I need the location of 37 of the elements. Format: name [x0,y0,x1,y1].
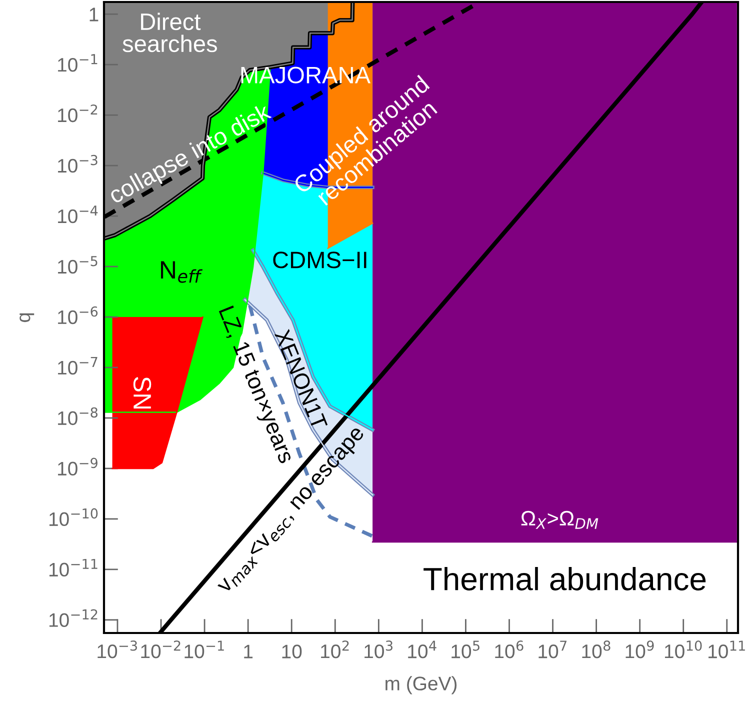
x-axis-title: m (GeV) [386,676,457,694]
x-tick-label: 1 [244,644,253,658]
annotation: N$_{eff}$ [161,261,203,283]
y-tick-label: 10$^{−10}$ [49,508,98,526]
annotation: Ω$_{X}$>Ω$_{DM}$ [521,510,598,529]
y-tick-label: 10$^{−11}$ [49,558,98,577]
y-axis-title: q [20,313,34,322]
y-tick-label: 10$^{−7}$ [58,357,98,375]
annotation: MAJORANA [241,66,371,84]
annotation: SN [133,376,152,409]
x-tick-label: 10 [282,644,302,658]
annotation: Thermal abundance [424,567,706,590]
y-tick-label: 10$^{−3}$ [58,154,98,173]
x-tick-label: 10$^{10}$ [665,640,702,658]
x-tick-label: 10$^{5}$ [452,640,480,658]
y-tick-label: 10$^{−12}$ [49,609,98,627]
y-tick-label: 10$^{−1}$ [58,54,98,72]
annotation: Direct searches [122,12,217,52]
annotation: CDMS−II [273,252,366,268]
x-tick-label: 10$^{8}$ [582,640,610,658]
x-tick-label: 10$^{−2}$ [141,640,180,658]
y-tick-label: 10$^{−5}$ [58,256,98,274]
x-tick-label: 10$^{−1}$ [184,640,224,658]
x-tick-label: 10$^{2}$ [321,640,349,658]
y-tick-label: 10$^{−4}$ [58,206,98,224]
y-tick-label: 10$^{−2}$ [58,104,98,122]
x-tick-label: 10$^{3}$ [364,640,392,658]
x-tick-label: 10$^{9}$ [626,640,654,658]
x-tick-label: 10$^{7}$ [538,640,567,658]
x-tick-label: 10$^{11}$ [708,640,745,658]
y-tick-label: 10$^{−8}$ [58,407,98,426]
y-tick-label: 10$^{−9}$ [58,458,98,476]
y-tick-label: 10$^{−6}$ [58,306,98,324]
x-tick-label: 10$^{4}$ [408,640,436,658]
y-tick-label: 1 [90,8,98,22]
x-tick-label: 10$^{−3}$ [98,640,137,658]
x-tick-label: 10$^{6}$ [495,640,524,658]
